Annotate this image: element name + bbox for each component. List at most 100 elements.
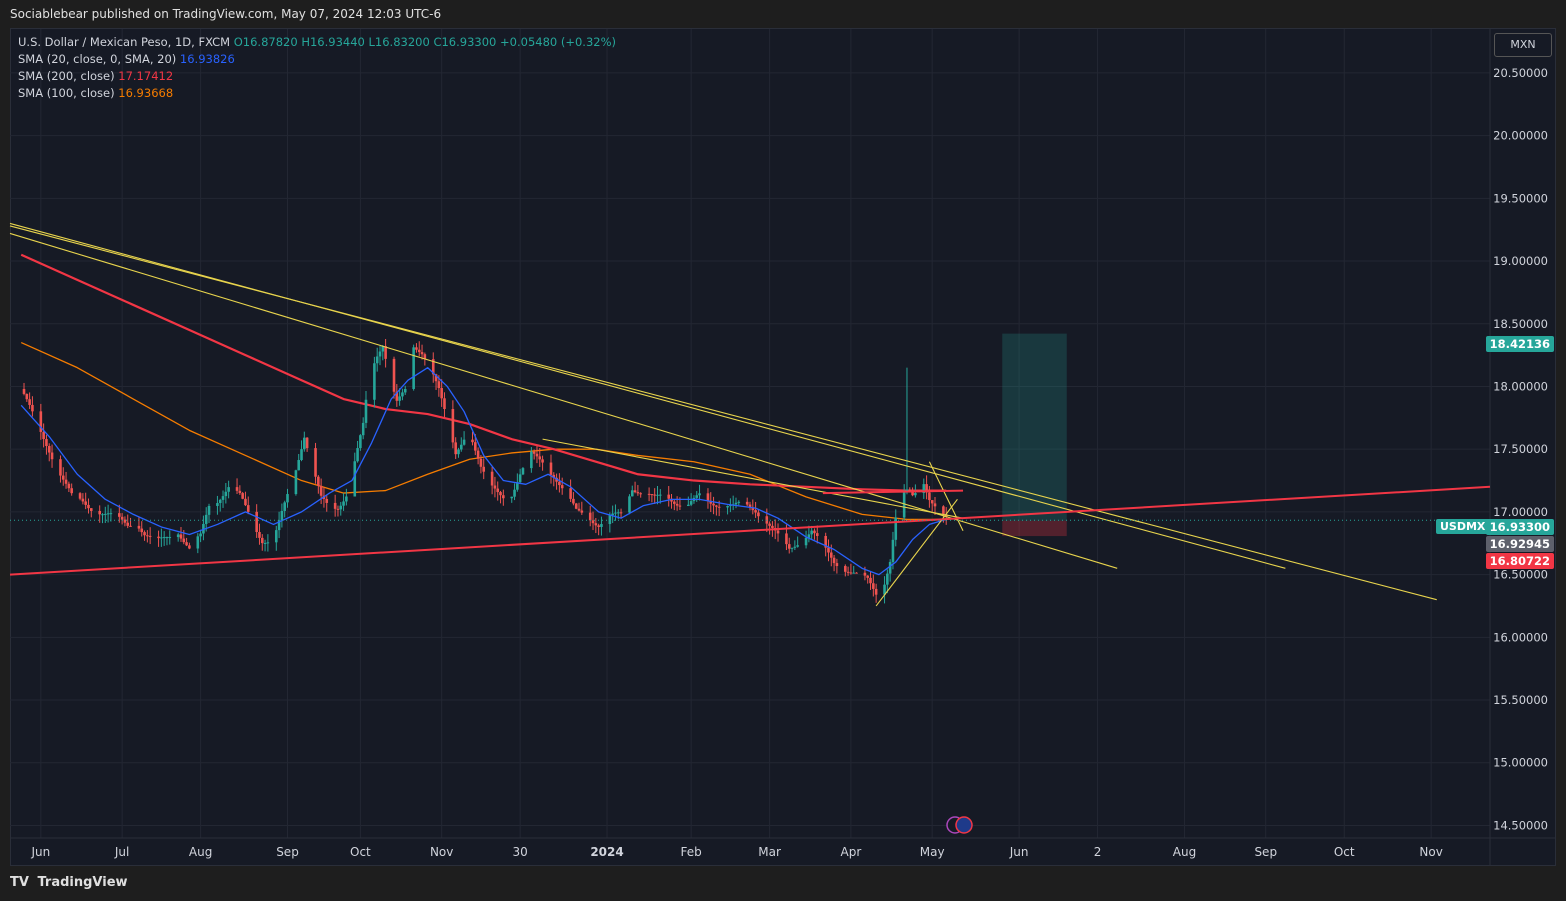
candle-body xyxy=(933,503,937,507)
candle-body xyxy=(706,493,710,501)
candle-body xyxy=(364,399,368,423)
candle-body xyxy=(866,575,870,578)
candle-body xyxy=(263,542,267,544)
candle-body xyxy=(521,468,525,475)
legend-sma200-row[interactable]: SMA (200, close) 17.17412 xyxy=(18,68,616,85)
candle-body xyxy=(333,502,337,509)
candle-body xyxy=(852,572,856,574)
candle-body xyxy=(541,459,544,463)
candle-body xyxy=(403,388,407,393)
brand-name: TradingView xyxy=(37,875,128,890)
candle-body xyxy=(757,512,760,517)
candle-body xyxy=(513,489,516,497)
candle-body xyxy=(381,346,385,352)
x-tick-label: Jun xyxy=(30,845,50,859)
candle-body xyxy=(588,512,592,521)
candle-body xyxy=(532,451,536,454)
x-tick-label: Aug xyxy=(189,845,212,859)
chart-frame[interactable] xyxy=(10,28,1556,866)
candle-body xyxy=(143,532,146,536)
currency-selector[interactable]: MXN xyxy=(1494,33,1552,57)
candle-body xyxy=(647,493,651,495)
candle-body xyxy=(415,347,418,350)
candle-body xyxy=(462,439,466,445)
candle-body xyxy=(42,431,45,440)
candle-body xyxy=(516,482,519,490)
candle-body xyxy=(474,442,477,451)
x-tick-label: 2 xyxy=(1094,845,1102,859)
candle-body xyxy=(835,563,839,567)
candle-body xyxy=(266,542,270,544)
legend-sma20-row[interactable]: SMA (20, close, 0, SMA, 20) 16.93826 xyxy=(18,51,616,68)
x-tick-label: Aug xyxy=(1173,845,1196,859)
y-tick-label: 16.00000 xyxy=(1493,630,1548,644)
candle-body xyxy=(493,485,497,489)
candle-body xyxy=(790,547,794,549)
candle-body xyxy=(317,476,320,486)
candle-body xyxy=(373,363,376,400)
trendline-mid-resistance xyxy=(542,438,964,519)
y-tick-label: 16.50000 xyxy=(1493,568,1548,582)
sma100-line xyxy=(20,341,947,521)
candle-body xyxy=(431,359,435,375)
candle-body xyxy=(902,492,906,518)
candle-body xyxy=(459,444,463,450)
candle-body xyxy=(653,494,656,496)
candle-body xyxy=(25,393,29,400)
sma100-value: 16.93668 xyxy=(118,86,174,100)
sma200-extension xyxy=(822,489,964,495)
candle-body xyxy=(754,510,757,513)
tradingview-logo-icon: TV xyxy=(10,875,29,890)
candle-body xyxy=(361,422,365,436)
candle-body xyxy=(246,505,250,512)
tradingview-brand[interactable]: TV TradingView xyxy=(10,875,128,890)
footer: TV TradingView xyxy=(0,866,1566,901)
candle-body xyxy=(319,485,323,496)
candle-body xyxy=(482,466,486,472)
legend-symbol[interactable]: U.S. Dollar / Mexican Peso, 1D, FXCM xyxy=(18,35,231,49)
candle-body xyxy=(729,505,732,507)
candle-body xyxy=(70,488,73,494)
candle-body xyxy=(863,572,867,576)
candle-body xyxy=(182,538,186,543)
candle-body xyxy=(611,513,614,516)
candle-body xyxy=(726,506,729,508)
candle-body xyxy=(715,505,718,507)
candle-body xyxy=(530,451,533,469)
candle-body xyxy=(695,495,699,498)
x-tick-label: Mar xyxy=(758,845,781,859)
candle-body xyxy=(417,349,421,353)
candle-body xyxy=(914,493,917,496)
candle-body xyxy=(28,399,31,405)
candle-body xyxy=(47,445,51,453)
x-tick-label: Jul xyxy=(114,845,129,859)
candle-body xyxy=(297,460,301,471)
legend-sma100-row[interactable]: SMA (100, close) 16.93668 xyxy=(18,85,616,102)
candle-body xyxy=(235,487,239,491)
candle-body xyxy=(894,517,898,540)
candle-body xyxy=(670,498,673,502)
candle-body xyxy=(656,494,659,496)
candle-body xyxy=(552,474,556,478)
trendline-upper-downtrend-1 xyxy=(9,222,1286,569)
candle-body xyxy=(67,483,71,489)
symbol-badge: USDMXN xyxy=(1436,519,1499,534)
candle-body xyxy=(619,512,623,514)
candle-body xyxy=(911,492,914,496)
candle-body xyxy=(633,490,637,493)
candle-body xyxy=(810,530,813,535)
candle-body xyxy=(89,508,93,511)
candle-body xyxy=(787,544,791,549)
candle-body xyxy=(218,499,222,504)
x-tick-label: Jun xyxy=(1009,845,1029,859)
candle-body xyxy=(45,439,48,446)
candle-body xyxy=(401,392,404,397)
candle-body xyxy=(258,532,261,538)
candle-body xyxy=(832,557,836,564)
candle-body xyxy=(146,535,149,537)
candle-body xyxy=(888,561,892,574)
candle-body xyxy=(305,437,309,449)
candle-body xyxy=(846,571,850,573)
candle-body xyxy=(496,488,500,493)
